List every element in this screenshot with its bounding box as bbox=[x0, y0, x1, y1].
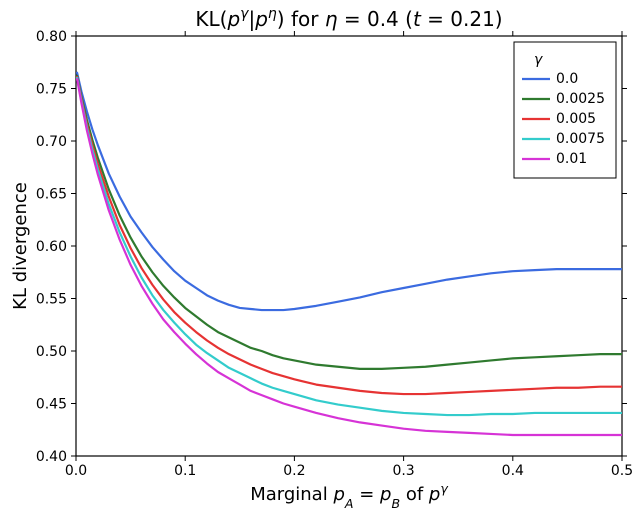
y-tick-label: 0.75 bbox=[36, 82, 67, 98]
y-axis-label: KL divergence bbox=[10, 182, 31, 310]
x-tick-label: 0.1 bbox=[174, 463, 196, 479]
y-tick-label: 0.70 bbox=[36, 134, 67, 150]
legend-label: 0.01 bbox=[556, 151, 587, 167]
y-tick-label: 0.60 bbox=[36, 239, 67, 255]
x-tick-label: 0.3 bbox=[392, 463, 414, 479]
legend-label: 0.005 bbox=[556, 111, 596, 127]
legend-label: 0.0 bbox=[556, 71, 578, 87]
y-tick-label: 0.65 bbox=[36, 187, 67, 203]
y-tick-label: 0.50 bbox=[36, 344, 67, 360]
legend-label: 0.0025 bbox=[556, 91, 605, 107]
y-tick-label: 0.45 bbox=[36, 397, 67, 413]
x-tick-label: 0.0 bbox=[65, 463, 87, 479]
y-tick-label: 0.80 bbox=[36, 29, 67, 45]
x-tick-label: 0.4 bbox=[502, 463, 524, 479]
y-tick-label: 0.40 bbox=[36, 449, 67, 465]
legend-label: 0.0075 bbox=[556, 131, 605, 147]
x-tick-label: 0.2 bbox=[283, 463, 305, 479]
legend-title: γ bbox=[534, 52, 543, 68]
x-tick-label: 0.5 bbox=[611, 463, 633, 479]
y-tick-label: 0.55 bbox=[36, 292, 67, 308]
legend: γ 0.0 0.0025 0.005 0.0075 0.01 bbox=[514, 42, 616, 178]
